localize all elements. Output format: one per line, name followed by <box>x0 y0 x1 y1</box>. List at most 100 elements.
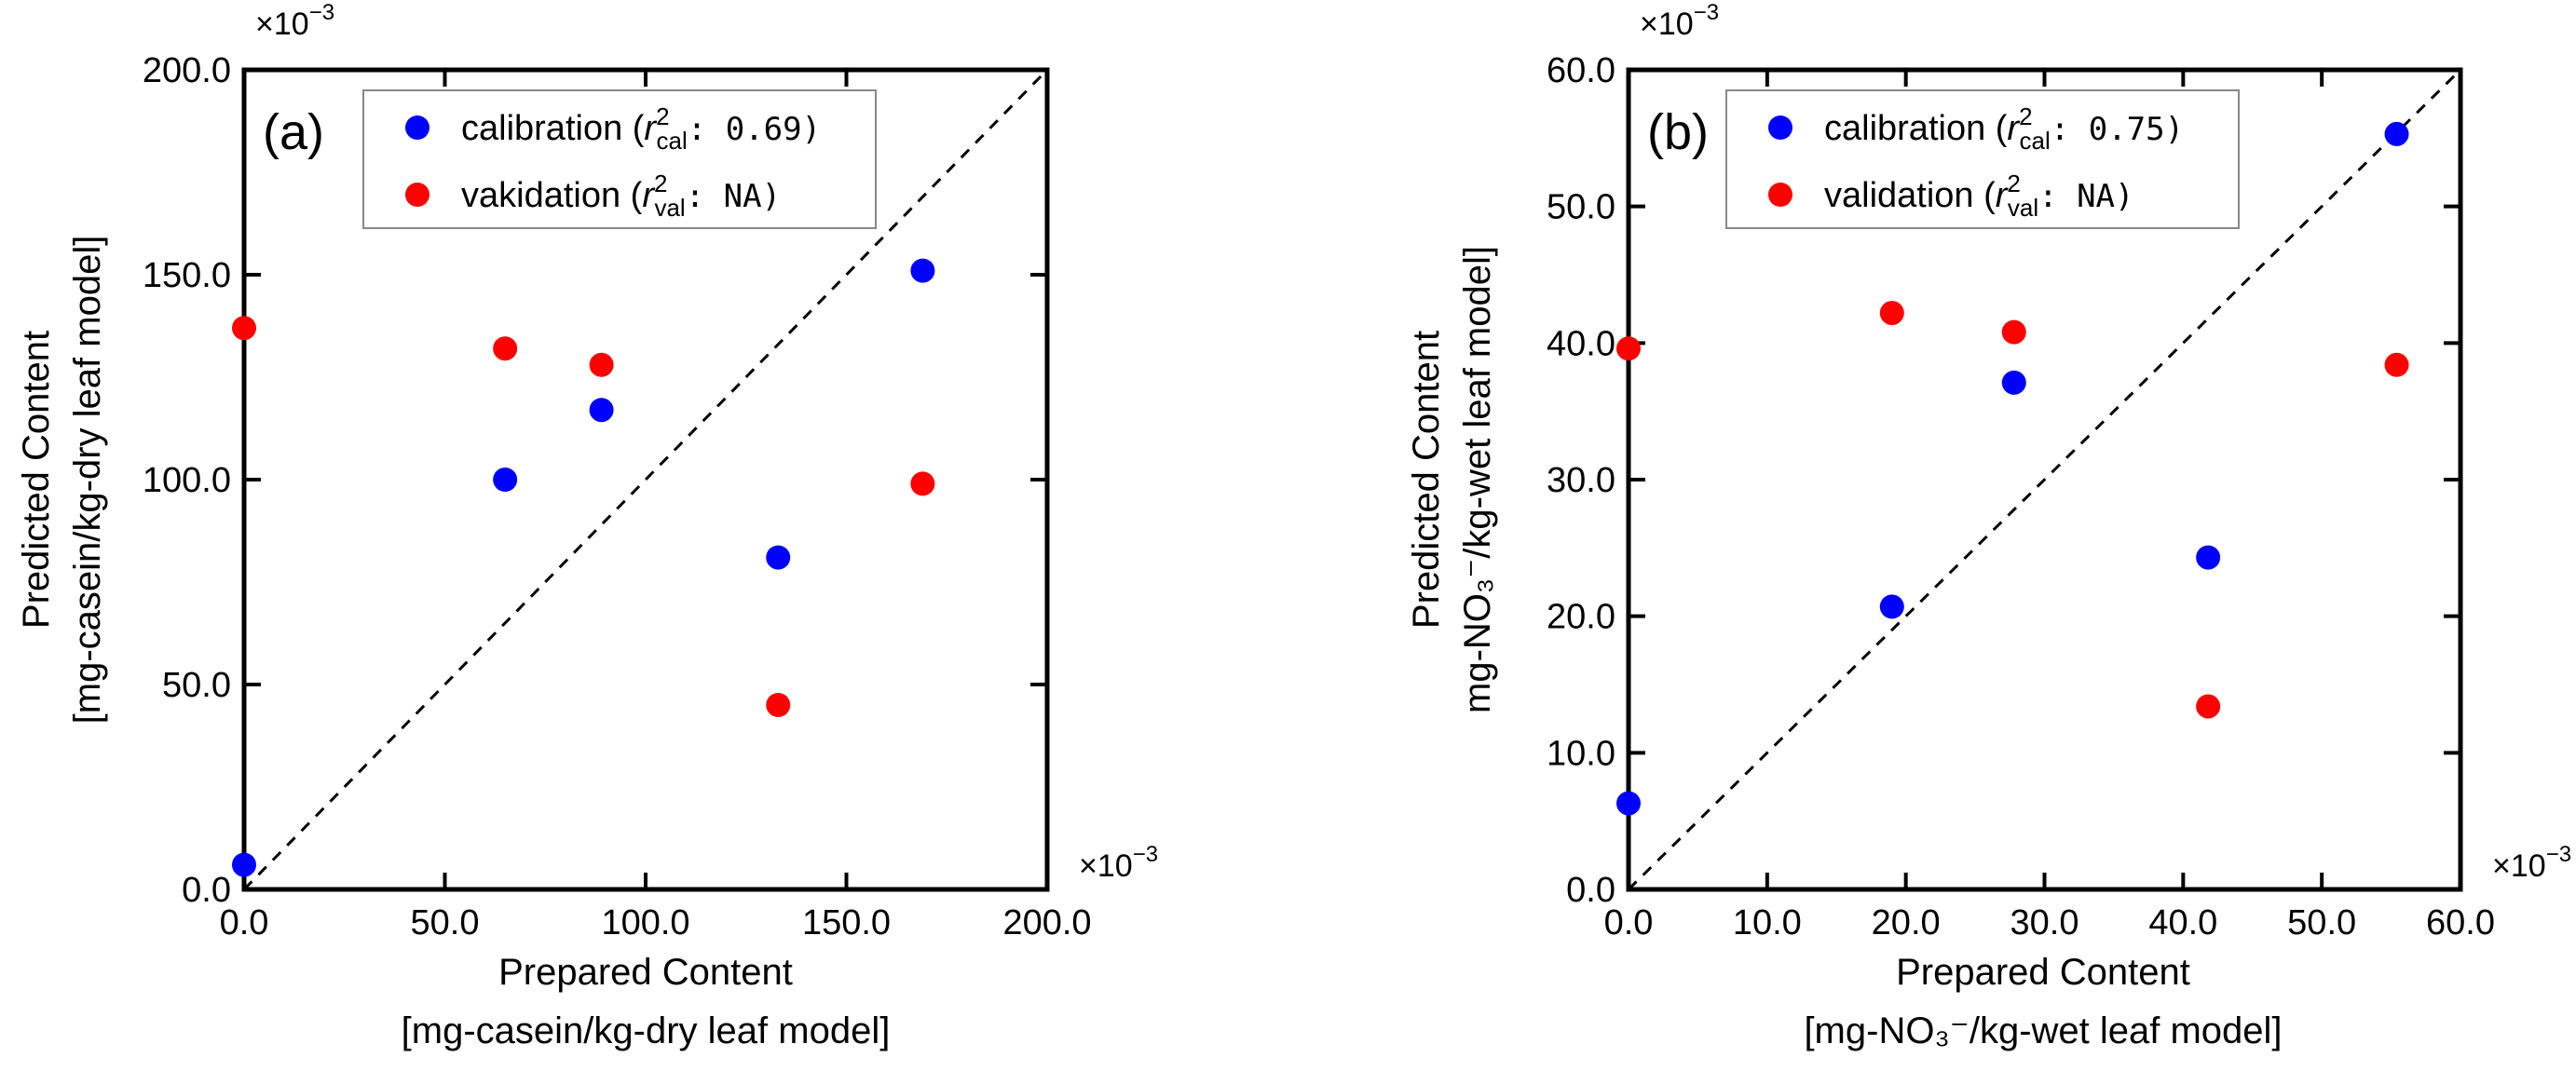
legend-stat-sup: 2 <box>654 169 667 197</box>
legend-stat-sub: val <box>2008 194 2038 222</box>
validation-point <box>2196 694 2221 719</box>
calibration-point <box>1879 594 1904 619</box>
legend-stat-sup: 2 <box>656 102 669 130</box>
y-tick-label: 200.0 <box>143 51 231 90</box>
legend-label-calibration: calibration (r2 cal: 0.75) <box>1824 102 2184 155</box>
legend-stat-sup: 2 <box>2007 169 2020 197</box>
identity-line <box>242 68 1049 891</box>
vakidation-point <box>910 471 935 496</box>
calibration-point <box>910 258 935 283</box>
y-tick-label: 40.0 <box>1547 324 1615 363</box>
x-axis-unit: [mg-NO₃⁻/kg-wet leaf model] <box>1804 1010 2282 1051</box>
legend-marker-calibration <box>1768 115 1792 140</box>
x-tick-label: 60.0 <box>2426 903 2495 942</box>
y-multiplier-base: ×10 <box>1640 7 1694 42</box>
identity-line <box>1627 68 2462 891</box>
legend-box <box>1725 89 2240 229</box>
x-tick-label: 0.0 <box>220 903 269 942</box>
series-vakidation <box>232 316 935 717</box>
panel-label: (a) <box>263 104 324 160</box>
y-multiplier-exponent: −3 <box>309 0 334 25</box>
legend-stat-value: : 0.75) <box>2051 111 2184 148</box>
x-tick-label: 100.0 <box>601 903 689 942</box>
x-axis-title: Prepared Content <box>498 952 793 993</box>
legend-label-validation: validation (r2 val: NA) <box>1824 169 2134 222</box>
legend-box <box>362 89 877 229</box>
legend-label-vakidation: vakidation (r2 val: NA) <box>461 169 781 222</box>
x-tick-label: 20.0 <box>1872 903 1941 942</box>
validation-point <box>2001 319 2026 345</box>
x-tick-label: 40.0 <box>2148 903 2217 942</box>
panel-label: (b) <box>1647 104 1709 160</box>
legend: calibration (r2 cal: 0.75)validation (r2 v… <box>1725 89 2240 229</box>
x-tick-label: 150.0 <box>802 903 891 942</box>
x-multiplier-base: ×10 <box>1079 848 1133 884</box>
validation-point <box>1616 336 1641 361</box>
y-tick-label: 60.0 <box>1547 51 1615 90</box>
x-axis-unit: [mg-casein/kg-dry leaf model] <box>402 1010 891 1051</box>
validation-point <box>2384 352 2409 377</box>
y-tick-label: 10.0 <box>1547 734 1615 773</box>
legend-text: calibration ( <box>461 109 645 148</box>
legend-marker-vakidation <box>405 183 429 207</box>
y-multiplier-exponent: −3 <box>1694 0 1719 25</box>
y-axis-unit: mg-NO₃⁻/kg-wet leaf model] <box>1457 246 1498 713</box>
calibration-point <box>1616 791 1641 816</box>
y-tick-label: 100.0 <box>143 461 231 500</box>
y-multiplier-base: ×10 <box>255 7 309 42</box>
y-tick-label: 0.0 <box>182 871 231 910</box>
legend-text: vakidation ( <box>461 176 643 215</box>
calibration-point <box>2196 545 2221 570</box>
panel-a: 0.0 50.0 100.0 150.0 200.0 0.0 50.0 100.0 150.0 2… <box>16 0 1158 1051</box>
y-axis-unit: [mg-casein/kg-dry leaf model] <box>67 236 108 725</box>
legend-stat-symbol: r <box>2007 109 2020 148</box>
legend-text: validation ( <box>1824 176 1996 215</box>
legend-stat-value: : NA) <box>686 178 781 215</box>
calibration-point <box>766 545 791 570</box>
validation-point <box>1879 301 1904 326</box>
legend-stat-value: : NA) <box>2038 178 2133 215</box>
y-axis-multiplier: ×10−3 <box>255 0 334 42</box>
series-calibration <box>1616 121 2409 816</box>
y-axis-title: Predicted Content <box>16 331 57 629</box>
x-multiplier-exponent: −3 <box>2546 842 2571 867</box>
legend: calibration (r2 cal: 0.69)vakidation (r2 v… <box>362 89 877 229</box>
series-calibration <box>232 258 935 877</box>
legend-label-calibration: calibration (r2 cal: 0.69) <box>461 102 821 155</box>
x-tick-label: 50.0 <box>2287 903 2356 942</box>
x-tick-label: 0.0 <box>1604 903 1654 942</box>
calibration-point <box>2384 121 2409 146</box>
legend-text: calibration ( <box>1824 109 2008 148</box>
y-tick-label: 150.0 <box>143 256 231 295</box>
y-tick-label: 50.0 <box>162 666 231 705</box>
legend-stat-sub: cal <box>657 127 688 155</box>
y-tick-label: 0.0 <box>1566 871 1615 910</box>
x-axis-title: Prepared Content <box>1896 952 2190 993</box>
legend-stat-symbol: r <box>642 176 655 215</box>
vakidation-point <box>766 693 791 717</box>
series-validation <box>1616 301 2409 719</box>
calibration-point <box>493 468 518 492</box>
x-tick-label: 10.0 <box>1733 903 1802 942</box>
legend-stat-sub: val <box>654 194 685 222</box>
vakidation-point <box>589 352 614 377</box>
x-tick-label: 50.0 <box>411 903 480 942</box>
legend-stat-sup: 2 <box>2019 102 2032 130</box>
legend-stat-value: : 0.69) <box>688 111 821 148</box>
calibration-point <box>2001 370 2026 395</box>
panel-b: 0.0 10.0 20.0 30.0 40.0 50.0 60.0 0.0 10.0 20.0 30… <box>1406 0 2571 1051</box>
x-multiplier-exponent: −3 <box>1133 842 1158 867</box>
y-tick-label: 50.0 <box>1547 188 1615 227</box>
legend-stat-symbol: r <box>644 109 657 148</box>
x-axis-multiplier: ×10−3 <box>2492 842 2571 884</box>
y-axis-multiplier: ×10−3 <box>1640 0 1719 42</box>
x-tick-label: 200.0 <box>1002 903 1091 942</box>
x-tick-label: 30.0 <box>2010 903 2079 942</box>
x-axis-multiplier: ×10−3 <box>1079 842 1158 884</box>
calibration-point <box>589 398 614 423</box>
calibration-point <box>232 852 256 877</box>
y-axis-title: Predicted Content <box>1406 331 1447 629</box>
legend-stat-symbol: r <box>1996 176 2009 215</box>
